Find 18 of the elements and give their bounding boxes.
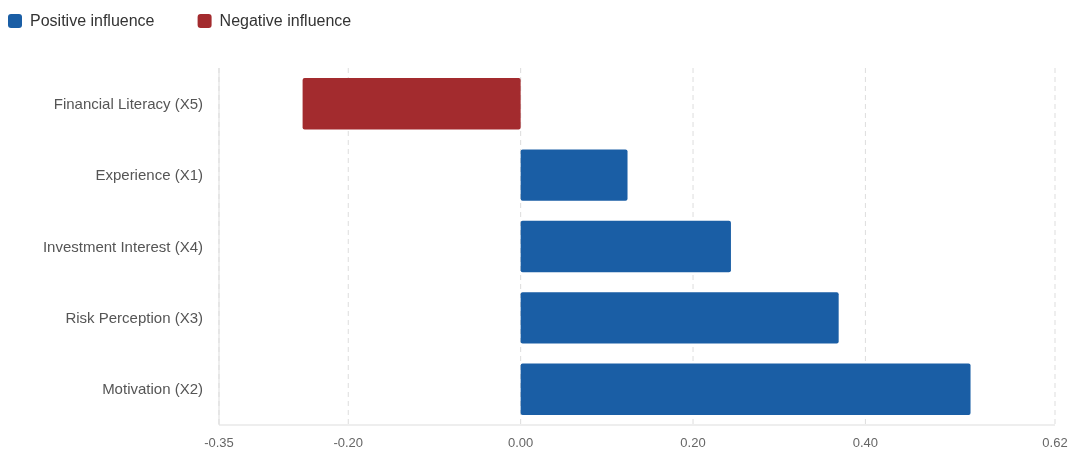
legend-label: Positive influence (30, 12, 155, 29)
x-tick-label: 0.20 (680, 435, 706, 450)
bar (520, 220, 731, 273)
legend-label: Negative influence (219, 12, 352, 29)
x-tick-label: -0.35 (204, 435, 234, 450)
y-tick-label: Financial Literacy (X5) (53, 94, 203, 112)
y-tick-label: Investment Interest (X4) (42, 237, 203, 255)
x-tick-label: -0.20 (333, 435, 364, 450)
x-tick-label: 0.00 (507, 435, 534, 450)
bar (302, 78, 521, 130)
y-tick-label: Risk Perception (X3) (65, 308, 203, 326)
y-tick-label: Motivation (X2) (102, 380, 203, 398)
bar (520, 149, 628, 201)
x-tick-label: 0.40 (852, 435, 879, 450)
x-tick-label: 0.62 (1042, 435, 1068, 450)
y-tick-label: Experience (X1) (95, 166, 203, 184)
bar (520, 292, 839, 344)
bar (520, 363, 971, 415)
